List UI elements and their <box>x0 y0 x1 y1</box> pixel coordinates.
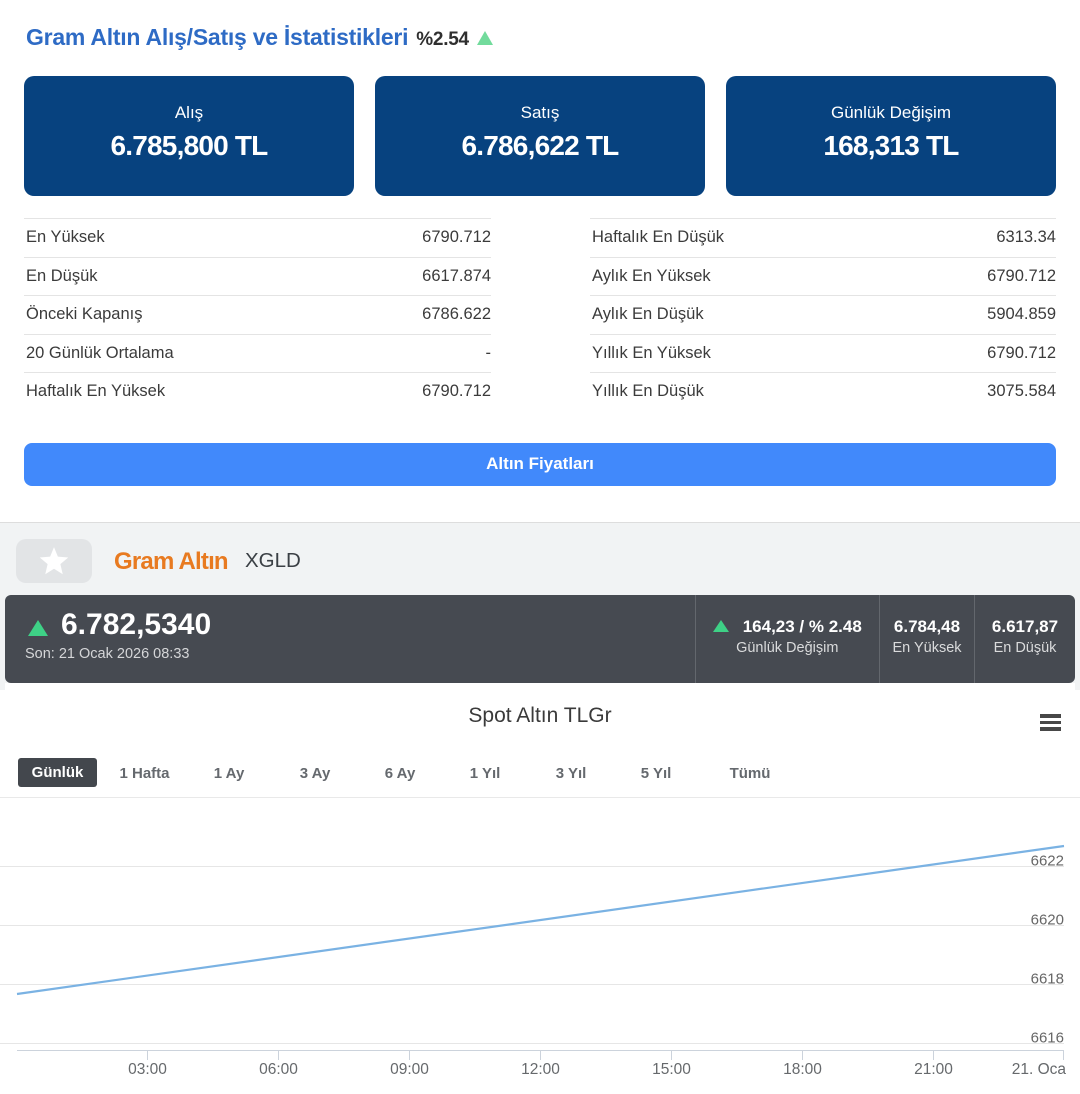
svg-text:6622: 6622 <box>1031 853 1064 870</box>
svg-text:15:00: 15:00 <box>652 1061 691 1078</box>
svg-text:6616: 6616 <box>1031 1030 1064 1047</box>
svg-text:18:00: 18:00 <box>783 1061 822 1078</box>
svg-text:21. Oca: 21. Oca <box>1012 1061 1067 1078</box>
svg-text:09:00: 09:00 <box>390 1061 429 1078</box>
svg-text:12:00: 12:00 <box>521 1061 560 1078</box>
svg-text:03:00: 03:00 <box>128 1061 167 1078</box>
svg-text:06:00: 06:00 <box>259 1061 298 1078</box>
svg-text:21:00: 21:00 <box>914 1061 953 1078</box>
svg-text:6618: 6618 <box>1031 971 1064 988</box>
svg-text:6620: 6620 <box>1031 912 1064 929</box>
